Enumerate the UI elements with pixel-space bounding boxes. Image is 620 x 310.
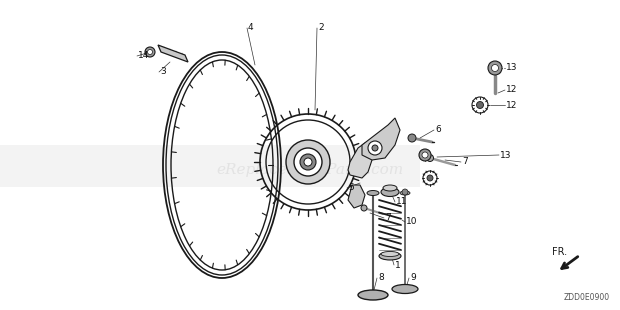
Circle shape (368, 141, 382, 155)
Circle shape (477, 101, 484, 108)
Text: 8: 8 (378, 273, 384, 282)
Circle shape (427, 154, 433, 162)
Text: 5: 5 (348, 184, 354, 193)
Text: 1: 1 (395, 260, 401, 269)
Circle shape (422, 152, 428, 158)
Ellipse shape (392, 285, 418, 294)
Text: eReplacementParts.com: eReplacementParts.com (216, 163, 404, 177)
Text: 13: 13 (506, 64, 518, 73)
Polygon shape (348, 143, 372, 178)
Text: 4: 4 (248, 24, 254, 33)
Circle shape (419, 149, 431, 161)
Circle shape (488, 61, 502, 75)
Bar (0, 145, 420, 187)
Ellipse shape (400, 191, 410, 195)
Circle shape (145, 47, 155, 57)
Text: 9: 9 (410, 273, 416, 282)
Circle shape (294, 148, 322, 176)
Ellipse shape (381, 188, 399, 197)
Circle shape (492, 64, 498, 72)
Ellipse shape (379, 252, 401, 260)
Text: ZDD0E0900: ZDD0E0900 (564, 294, 610, 303)
Circle shape (427, 175, 433, 181)
Ellipse shape (358, 290, 388, 300)
Text: 10: 10 (406, 218, 417, 227)
Circle shape (402, 189, 408, 195)
Text: FR.: FR. (552, 247, 567, 257)
Circle shape (408, 134, 416, 142)
Polygon shape (362, 118, 400, 160)
Ellipse shape (381, 251, 399, 256)
Ellipse shape (383, 185, 397, 191)
Circle shape (304, 158, 312, 166)
Text: 11: 11 (396, 197, 407, 206)
Text: 14: 14 (138, 51, 149, 60)
Text: 13: 13 (500, 150, 511, 160)
Text: 7: 7 (385, 214, 391, 223)
Text: 3: 3 (160, 68, 166, 77)
Ellipse shape (367, 191, 379, 196)
Circle shape (148, 50, 153, 55)
Text: 7: 7 (462, 157, 467, 166)
Circle shape (300, 154, 316, 170)
Circle shape (372, 145, 378, 151)
Circle shape (361, 205, 367, 211)
Text: 12: 12 (506, 86, 517, 95)
Circle shape (286, 140, 330, 184)
Text: 12: 12 (506, 100, 517, 109)
Text: 6: 6 (435, 126, 441, 135)
Polygon shape (348, 185, 365, 208)
Text: 2: 2 (318, 24, 324, 33)
Polygon shape (158, 45, 188, 62)
